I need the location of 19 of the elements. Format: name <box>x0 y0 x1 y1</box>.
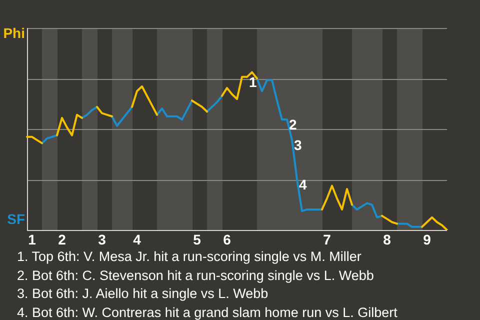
annotation: 2 <box>289 116 297 132</box>
annotation: 3 <box>294 136 302 153</box>
x-tick-label: 2 <box>58 231 66 248</box>
x-tick-label: 1 <box>28 231 36 248</box>
x-tick-label: 6 <box>223 231 232 248</box>
x-tick-label: 5 <box>193 231 202 248</box>
x-tick-label: 7 <box>323 231 332 248</box>
text: 2. Bot 6th: C. Stevenson hit a run-scoring single vs L. Webb <box>17 266 375 285</box>
x-tick-label: 8 <box>383 231 392 248</box>
x-tick-label: 3 <box>98 231 106 248</box>
text: Phi <box>3 24 25 41</box>
annotation: 4 <box>299 176 307 192</box>
x-tick-label: 9 <box>423 231 432 248</box>
text: 3. Bot 6th: J. Aiello hit a single vs L. Webb <box>17 285 270 303</box>
annotation: 1 <box>249 74 257 90</box>
x-tick-label: 4 <box>133 231 142 248</box>
text: SF <box>7 210 26 227</box>
text: 4. Bot 6th: W. Contreras hit a grand slam home run vs L. Gilbert <box>17 304 398 320</box>
text: 1. Top 6th: V. Mesa Jr. hit a run-scoring single vs M. Miller <box>17 248 362 266</box>
